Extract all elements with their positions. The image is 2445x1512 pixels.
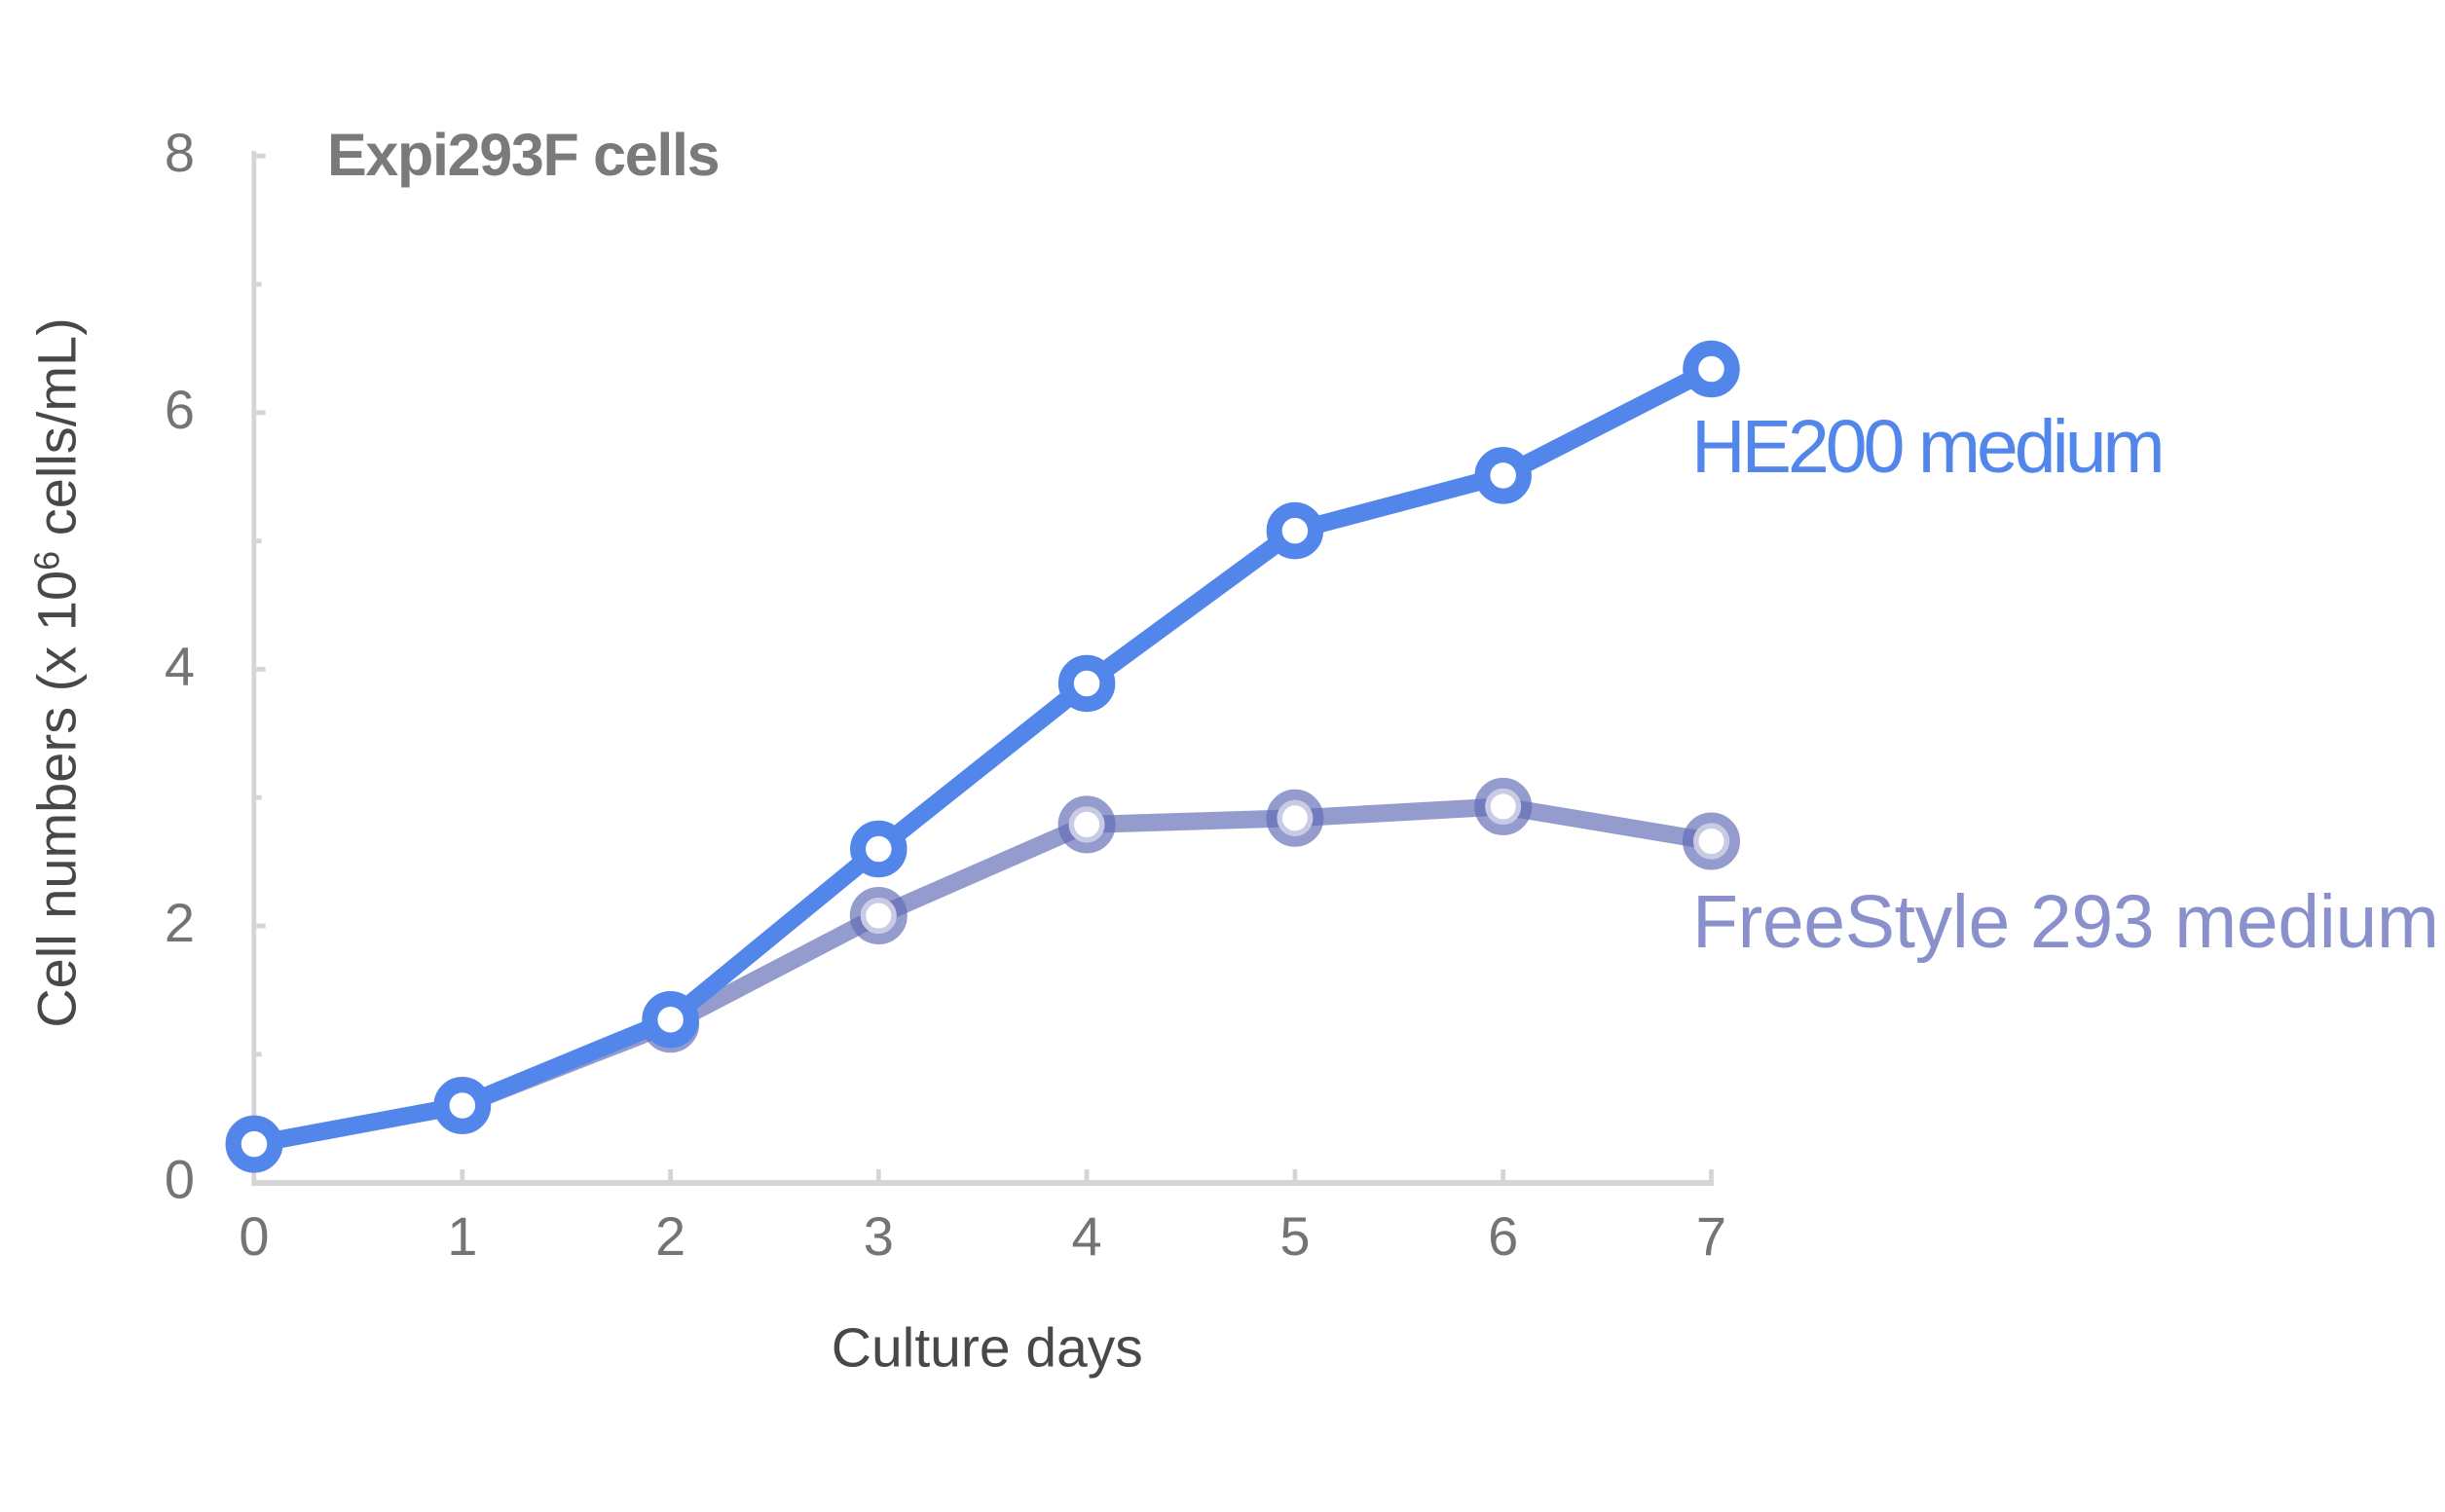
svg-text:HE200 medium: HE200 medium — [1691, 405, 2162, 489]
svg-text:FreeStyle 293 medium: FreeStyle 293 medium — [1692, 880, 2439, 964]
svg-text:7: 7 — [1696, 1205, 1726, 1267]
svg-text:6: 6 — [165, 379, 195, 440]
svg-text:6: 6 — [1488, 1205, 1518, 1267]
svg-text:Expi293F cells: Expi293F cells — [327, 122, 719, 188]
svg-text:1: 1 — [447, 1205, 477, 1267]
svg-text:3: 3 — [864, 1205, 894, 1267]
svg-text:4: 4 — [165, 635, 195, 696]
svg-text:0: 0 — [239, 1205, 269, 1267]
svg-text:Cell numbers (x 106 cells/mL): Cell numbers (x 106 cells/mL) — [26, 317, 88, 1028]
svg-text:5: 5 — [1279, 1205, 1310, 1267]
svg-text:2: 2 — [655, 1205, 685, 1267]
svg-text:Culture days: Culture days — [832, 1317, 1143, 1380]
svg-text:4: 4 — [1072, 1205, 1102, 1267]
svg-text:2: 2 — [165, 892, 195, 953]
svg-text:0: 0 — [165, 1149, 195, 1210]
svg-text:8: 8 — [165, 122, 195, 183]
